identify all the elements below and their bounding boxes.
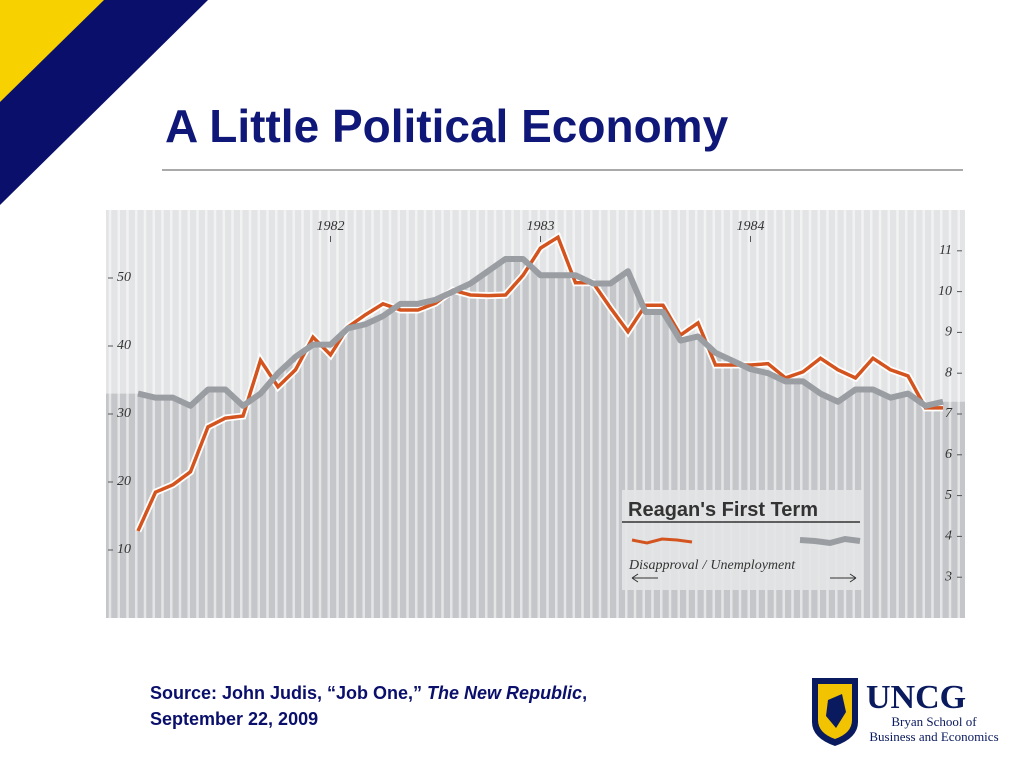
source-suffix: , [582,683,587,703]
plot: 1982 1983 1984 10 20 30 40 50 3 4 5 6 7 8 9 10 11 Reagan'… [106,210,965,618]
y2-tick-label: 3 [944,569,952,584]
arrow-right [830,573,857,583]
y2-tick-label: 8 [945,365,952,380]
source-date: September 22, 2009 [150,709,318,729]
y-tick-label: 20 [117,474,131,489]
y2-tick-label: 5 [945,488,952,503]
y2-tick-label: 11 [939,243,952,258]
source-prefix: Source: John Judis, “Job One,” [150,683,427,703]
source-publication: The New Republic [427,683,582,703]
logo-figure [826,694,846,728]
x-tick-label: 1984 [737,219,765,234]
corner-navy [0,0,208,205]
legend-separator: / [701,558,707,573]
legend-entry: Unemployment [710,558,796,573]
y2-tick-label: 9 [945,325,952,340]
logo-line-1: Bryan School of [891,714,977,729]
unemployment-line [137,255,944,409]
y-tick-label: 30 [116,406,131,421]
y2-tick-label: 10 [938,284,952,299]
source-line-1: Source: John Judis, “Job One,” The New R… [150,683,587,703]
logo-name: UNCG [866,679,966,716]
x-tick-label: 1983 [527,219,555,234]
corner-yellow [0,0,104,102]
y-tick-label: 40 [117,338,131,353]
y2-tick-label: 4 [945,529,952,544]
legend-label: Disapproval / Unemployment [628,558,796,573]
logo: UNCG Bryan School of Business and Econom… [812,678,999,746]
arrow-left [631,573,658,583]
legend-swatch [799,535,861,547]
y-tick-label: 10 [117,542,131,557]
legend-title: Reagan's First Term [628,499,818,521]
legend-entry: Disapproval [628,558,699,573]
slide-title: A Little Political Economy [165,100,729,152]
legend-swatch [631,537,693,545]
y-tick-label: 50 [117,270,131,285]
x-tick-label: 1982 [317,219,345,234]
logo-line-2: Business and Economics [869,729,998,744]
y2-tick-label: 6 [945,447,952,462]
y2-tick-label: 7 [945,406,953,421]
